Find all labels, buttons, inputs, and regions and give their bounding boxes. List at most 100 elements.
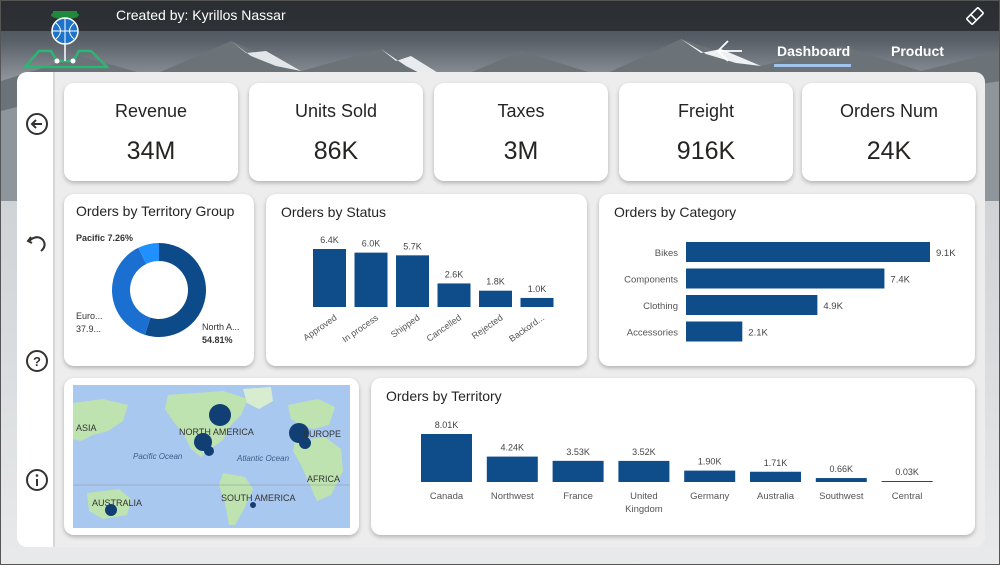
kpi-card-orders-num[interactable]: Orders Num 24K bbox=[802, 83, 976, 181]
status-category-label: Rejected bbox=[470, 312, 505, 341]
donut-percent: 54.81% bbox=[202, 335, 233, 345]
territory-data-label: 1.71K bbox=[764, 458, 788, 468]
kpi-card-taxes[interactable]: Taxes 3M bbox=[434, 83, 608, 181]
territory-data-label: 1.90K bbox=[698, 457, 722, 467]
territory-data-label: 0.66K bbox=[830, 464, 854, 474]
territory-category-label: Northwest bbox=[491, 491, 534, 502]
territory-category-label: Germany bbox=[690, 491, 729, 502]
help-icon[interactable]: ? bbox=[25, 349, 49, 373]
kpi-label: Revenue bbox=[114, 101, 188, 121]
category-label: Components bbox=[624, 275, 678, 286]
territory-bar-chart: 8.01K Canada 4.24K Northwest 3.53K France 3.52… bbox=[421, 420, 933, 515]
status-data-label: 1.0K bbox=[528, 284, 547, 294]
category-bar bbox=[686, 295, 818, 315]
category-data-label: 7.4K bbox=[890, 275, 910, 286]
orders-by-category-card[interactable]: Orders by Category Bikes 9.1K Components 7.… bbox=[599, 194, 975, 366]
territory-bar bbox=[750, 471, 801, 482]
territory-bar bbox=[815, 478, 867, 482]
world-map[interactable]: ASIA NORTH AMERICA EUROPE Pacific Ocean … bbox=[73, 385, 350, 528]
territory-data-label: 0.03K bbox=[895, 467, 919, 477]
orders-by-status-card[interactable]: Orders by Status 6.4K Approved 6.0K In proc… bbox=[266, 194, 587, 366]
status-data-label: 6.0K bbox=[362, 239, 381, 249]
orders-by-territory-group-card[interactable]: Orders by Territory Group North A... 54.8… bbox=[64, 194, 254, 366]
territory-data-label: 8.01K bbox=[435, 420, 459, 430]
kpi-value: 916K bbox=[676, 137, 736, 165]
top-bar bbox=[1, 1, 999, 31]
sidebar: ? bbox=[17, 72, 55, 547]
category-data-label: 2.1K bbox=[748, 328, 768, 339]
status-category-label: Cancelled bbox=[425, 312, 464, 343]
logo bbox=[22, 11, 111, 69]
territory-category-label: Southwest bbox=[819, 491, 864, 502]
kpi-value: 3M bbox=[503, 137, 539, 165]
donut-chart: North A... 54.81% Euro... 37.9... Pacific 7.… bbox=[76, 233, 240, 345]
kpi-card-units-sold[interactable]: Units Sold 86K bbox=[249, 83, 423, 181]
undo-icon[interactable] bbox=[25, 230, 49, 254]
kpi-label: Taxes bbox=[497, 101, 545, 121]
chart-title: Orders by Territory bbox=[386, 388, 502, 404]
territory-bar bbox=[552, 460, 604, 482]
territory-bar bbox=[486, 456, 538, 482]
map-label-south-america: SOUTH AMERICA bbox=[221, 493, 296, 503]
territory-category-label: Canada bbox=[430, 491, 464, 502]
kpi-label: Freight bbox=[677, 101, 735, 121]
kpi-value: 86K bbox=[313, 137, 359, 165]
map-label-asia: ASIA bbox=[76, 423, 97, 433]
territory-category-label: United bbox=[630, 491, 657, 502]
chart-title: Orders by Category bbox=[614, 204, 737, 220]
territory-data-label: 3.53K bbox=[566, 447, 590, 457]
category-label: Accessories bbox=[627, 328, 678, 339]
status-data-label: 2.6K bbox=[445, 269, 464, 279]
map-card[interactable]: ASIA NORTH AMERICA EUROPE Pacific Ocean … bbox=[64, 378, 359, 535]
territory-category-label: Australia bbox=[757, 491, 795, 502]
territory-data-label: 3.52K bbox=[632, 447, 656, 457]
donut-label: Pacific 7.26% bbox=[76, 233, 133, 243]
donut-label: Euro... bbox=[76, 311, 103, 321]
circle-back-arrow-icon[interactable] bbox=[25, 112, 49, 136]
territory-bar bbox=[421, 434, 472, 482]
territory-category-label: France bbox=[563, 491, 593, 502]
status-data-label: 5.7K bbox=[403, 241, 422, 251]
created-by-text: Created by: Kyrillos Nassar bbox=[116, 7, 286, 23]
back-arrow-icon[interactable] bbox=[714, 38, 744, 64]
status-category-label: In process bbox=[340, 312, 380, 344]
status-bar bbox=[479, 290, 512, 307]
category-bar-chart: Bikes 9.1K Components 7.4K Clothing 4.9K Acces… bbox=[624, 242, 956, 342]
donut-label: North A... bbox=[202, 322, 240, 332]
category-bar bbox=[686, 242, 930, 262]
category-data-label: 4.9K bbox=[823, 301, 843, 312]
donut-percent: 37.9... bbox=[76, 324, 101, 334]
map-label-europe: EUROPE bbox=[303, 429, 341, 439]
map-label-australia: AUSTRALIA bbox=[92, 498, 142, 508]
territory-category-label: Kingdom bbox=[625, 504, 663, 515]
map-label-north-america: NORTH AMERICA bbox=[179, 427, 254, 437]
kpi-value: 24K bbox=[866, 137, 912, 165]
status-bar bbox=[313, 249, 346, 307]
kpi-card-freight[interactable]: Freight 916K bbox=[619, 83, 793, 181]
category-bar bbox=[686, 321, 743, 342]
status-bar bbox=[437, 283, 471, 307]
map-label-africa: AFRICA bbox=[307, 474, 340, 484]
info-icon[interactable] bbox=[25, 468, 49, 492]
kpi-label: Units Sold bbox=[294, 101, 378, 121]
kpi-value: 34M bbox=[126, 137, 176, 165]
category-label: Clothing bbox=[643, 301, 678, 312]
tab-dashboard[interactable]: Dashboard bbox=[777, 43, 851, 59]
eraser-icon[interactable] bbox=[964, 7, 986, 25]
kpi-label: Orders Num bbox=[839, 101, 938, 121]
territory-bar bbox=[618, 460, 670, 482]
status-bar bbox=[354, 252, 388, 307]
orders-by-territory-card[interactable]: Orders by Territory 8.01K Canada 4.24K Nort… bbox=[371, 378, 975, 535]
category-label: Bikes bbox=[655, 248, 678, 259]
status-category-label: Backord... bbox=[507, 312, 546, 343]
chart-title: Orders by Territory Group bbox=[76, 203, 235, 219]
status-bar bbox=[520, 297, 554, 307]
status-data-label: 1.8K bbox=[486, 277, 505, 287]
chart-title: Orders by Status bbox=[281, 204, 387, 220]
map-label-atlantic: Atlantic Ocean bbox=[236, 454, 290, 463]
map-label-pacific: Pacific Ocean bbox=[133, 452, 183, 461]
tab-product[interactable]: Product bbox=[891, 43, 944, 59]
territory-data-label: 4.24K bbox=[501, 443, 525, 453]
kpi-card-revenue[interactable]: Revenue 34M bbox=[64, 83, 238, 181]
